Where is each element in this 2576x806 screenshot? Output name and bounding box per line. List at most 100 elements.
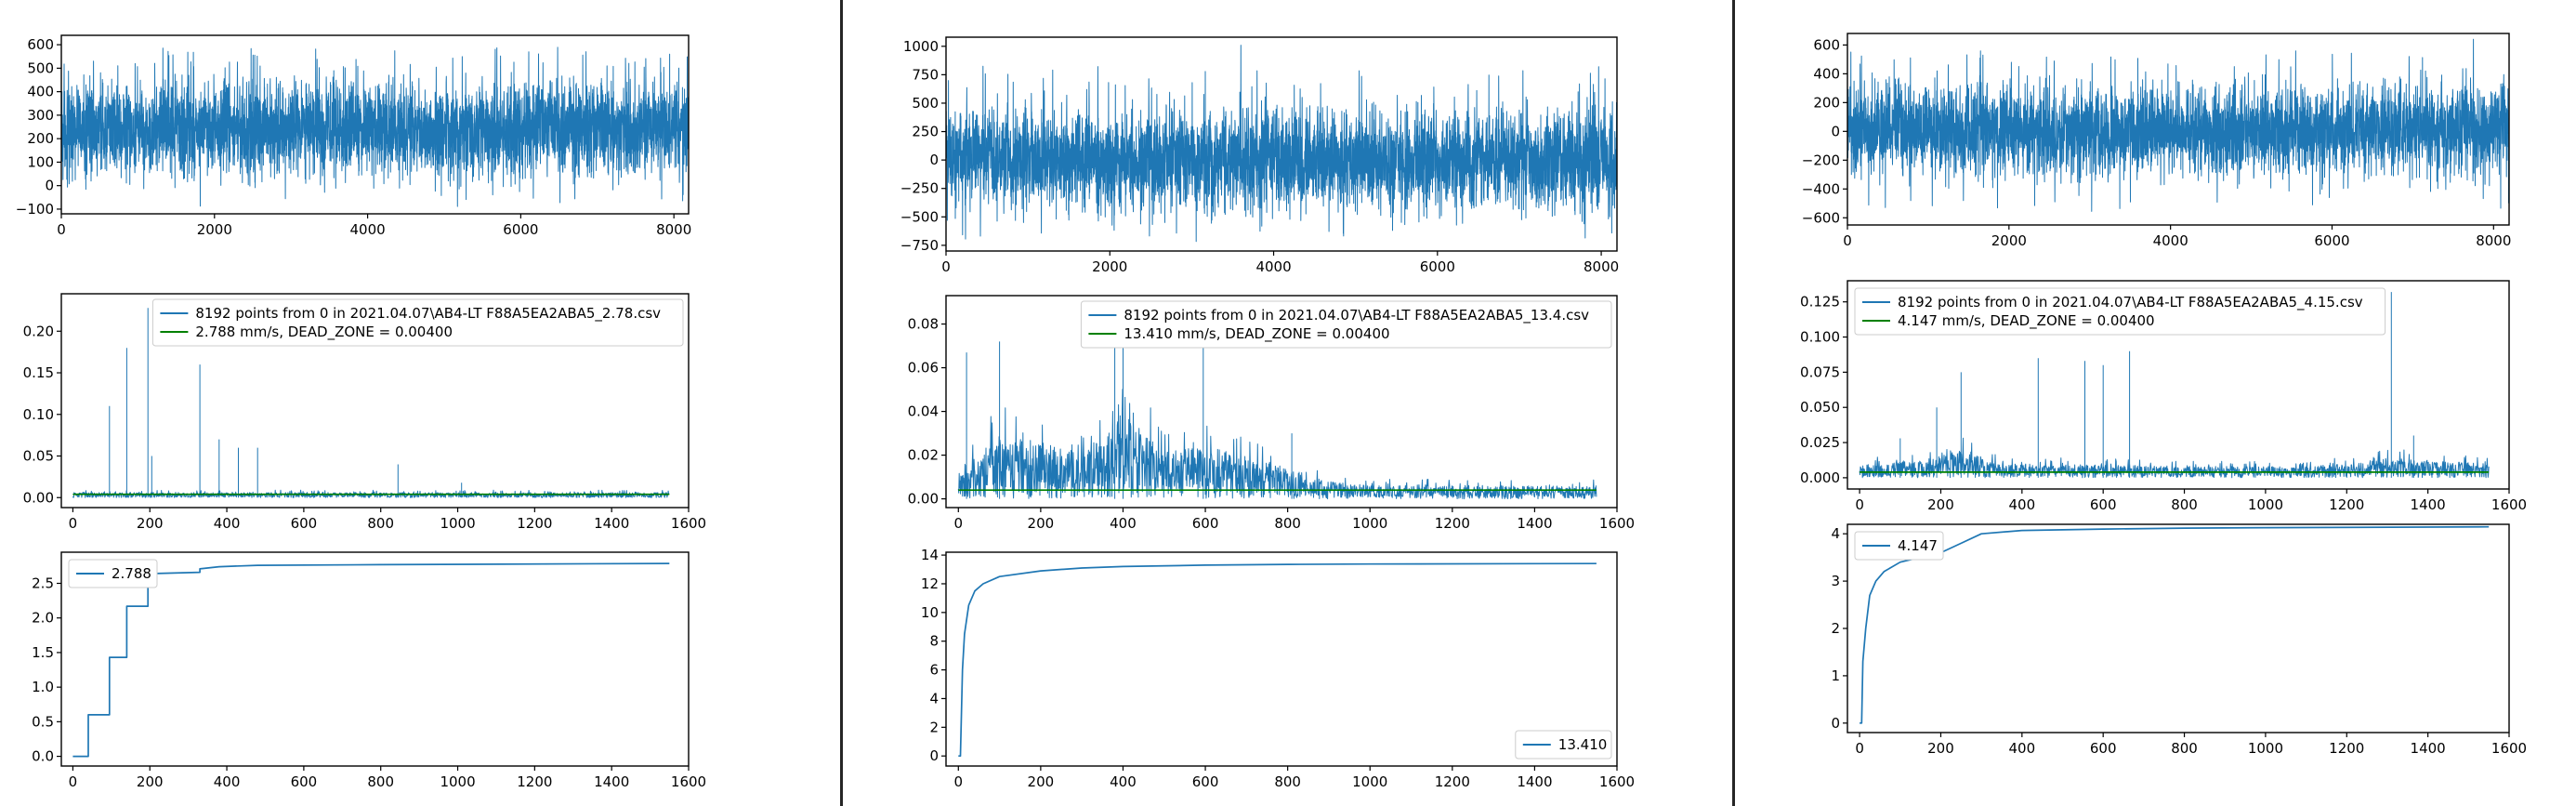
plot-area — [1859, 292, 2490, 479]
x-tick-label: 0 — [941, 258, 951, 275]
x-tick-label: 1600 — [671, 773, 706, 790]
series-line-1 — [946, 45, 1617, 243]
plot-area — [958, 562, 1597, 758]
x-tick-label: 400 — [214, 515, 241, 532]
x-tick-label: 400 — [2009, 496, 2036, 513]
y-tick-label: 200 — [1813, 94, 1840, 111]
y-tick-label: 600 — [1813, 36, 1840, 53]
legend-label: 13.410 — [1558, 736, 1608, 753]
chart-4: 0 2000 4000 6000 8000 −750 −500 −250 0 250 500 750 1… — [900, 36, 1619, 275]
y-tick-label: 0.15 — [23, 364, 54, 381]
x-tick-label: 0 — [57, 221, 66, 238]
x-tick-label: 600 — [2090, 496, 2117, 513]
y-tick-label: 600 — [27, 36, 54, 53]
y-tick-label: 200 — [27, 130, 54, 147]
legend-label: 8192 points from 0 in 2021.04.07\AB4-LT … — [1898, 294, 2363, 311]
x-tick-label: 1200 — [2329, 496, 2364, 513]
x-tick-label: 1000 — [440, 773, 475, 790]
x-tick-label: 4000 — [349, 221, 385, 238]
y-tick-label: 0.05 — [23, 448, 54, 465]
x-tick-label: 1600 — [2491, 740, 2527, 757]
legend-box — [151, 298, 684, 347]
x-tick-label: 1400 — [1517, 515, 1552, 532]
x-tick-label: 1600 — [1599, 773, 1635, 790]
y-tick-label: 2 — [1831, 620, 1840, 637]
x-tick-label: 1200 — [517, 515, 552, 532]
series-line-1 — [957, 306, 1597, 500]
legend-box — [1515, 730, 1612, 760]
x-tick-label: 1200 — [1435, 773, 1470, 790]
y-tick-label: 0.5 — [32, 713, 54, 730]
chart-9: 0 200 400 600 800 1000 1200 1400 1600 0 1 2 3 4 4.147 — [1831, 523, 2527, 757]
x-tick-label: 4000 — [2153, 232, 2188, 249]
x-tick-label: 4000 — [1255, 258, 1291, 275]
y-tick-label: 0 — [1831, 123, 1840, 139]
x-tick-label: 0 — [954, 515, 964, 532]
legend-label: 4.147 — [1898, 537, 1938, 554]
x-tick-label: 1000 — [1352, 773, 1387, 790]
y-tick-label: 0.10 — [23, 406, 54, 423]
series-line-1 — [1859, 292, 2490, 479]
y-tick-label: 6 — [929, 662, 939, 679]
legend-box — [1854, 531, 1944, 561]
y-tick-label: 0 — [929, 747, 939, 764]
legend-label: 2.788 mm/s, DEAD_ZONE = 0.00400 — [195, 324, 453, 341]
y-tick-label: 4 — [1831, 525, 1840, 542]
x-tick-label: 6000 — [1420, 258, 1455, 275]
y-tick-label: 4 — [929, 690, 939, 707]
legend-box — [1854, 287, 2386, 336]
x-tick-label: 800 — [1274, 773, 1301, 790]
x-tick-label: 1600 — [671, 515, 706, 532]
legend: 8192 points from 0 in 2021.04.07\AB4-LT … — [151, 298, 684, 347]
x-tick-label: 1200 — [2329, 740, 2364, 757]
series-line-1 — [1847, 38, 2509, 212]
x-tick-label: 0 — [954, 773, 964, 790]
legend-label: 4.147 mm/s, DEAD_ZONE = 0.00400 — [1898, 312, 2155, 330]
x-tick-label: 0 — [1855, 496, 1864, 513]
y-tick-label: 0.20 — [23, 323, 54, 339]
y-tick-label: 0.00 — [23, 489, 54, 506]
y-tick-label: 2.0 — [32, 610, 54, 627]
x-tick-label: 1200 — [517, 773, 552, 790]
x-tick-label: 200 — [1927, 496, 1954, 513]
x-tick-label: 1000 — [2248, 740, 2283, 757]
x-tick-label: 1200 — [1435, 515, 1470, 532]
x-tick-label: 1000 — [440, 515, 475, 532]
y-tick-label: 0 — [45, 178, 54, 194]
chart-8: 0 200 400 600 800 1000 1200 1400 1600 0.000 0.025 0… — [1800, 280, 2527, 513]
x-tick-label: 600 — [1192, 773, 1219, 790]
legend-label: 8192 points from 0 in 2021.04.07\AB4-LT … — [1124, 307, 1589, 324]
x-tick-label: 1400 — [2411, 496, 2446, 513]
plot-area — [1847, 38, 2509, 212]
y-tick-label: 0.00 — [908, 491, 939, 508]
x-tick-label: 2000 — [1092, 258, 1127, 275]
plot-area — [72, 308, 670, 498]
y-tick-label: 0.04 — [908, 403, 939, 420]
x-tick-label: 800 — [1274, 515, 1301, 532]
y-tick-label: 1000 — [903, 38, 939, 55]
x-tick-label: 1400 — [2411, 740, 2446, 757]
x-tick-label: 6000 — [503, 221, 538, 238]
y-tick-label: −100 — [16, 201, 54, 218]
x-tick-label: 400 — [1110, 515, 1137, 532]
x-tick-label: 8000 — [1584, 258, 1619, 275]
axes-frame — [1847, 280, 2510, 490]
y-tick-label: 0.06 — [908, 360, 939, 377]
x-tick-label: 400 — [1110, 773, 1137, 790]
y-tick-label: 0.08 — [908, 316, 939, 333]
y-tick-label: 0.050 — [1800, 399, 1840, 416]
y-tick-label: 0 — [1831, 715, 1840, 732]
y-tick-label: −600 — [1802, 209, 1840, 226]
x-tick-label: 800 — [2171, 496, 2198, 513]
plot-area — [946, 45, 1617, 243]
legend-label: 13.410 mm/s, DEAD_ZONE = 0.00400 — [1124, 325, 1389, 343]
legend-label: 2.788 — [112, 565, 151, 582]
y-tick-label: 2 — [929, 719, 939, 735]
x-tick-label: 8000 — [656, 221, 691, 238]
series-line-1 — [72, 562, 670, 758]
plot-area — [72, 562, 670, 758]
legend: 8192 points from 0 in 2021.04.07\AB4-LT … — [1080, 300, 1612, 349]
y-tick-label: −400 — [1802, 180, 1840, 197]
x-tick-label: 400 — [2009, 740, 2036, 757]
